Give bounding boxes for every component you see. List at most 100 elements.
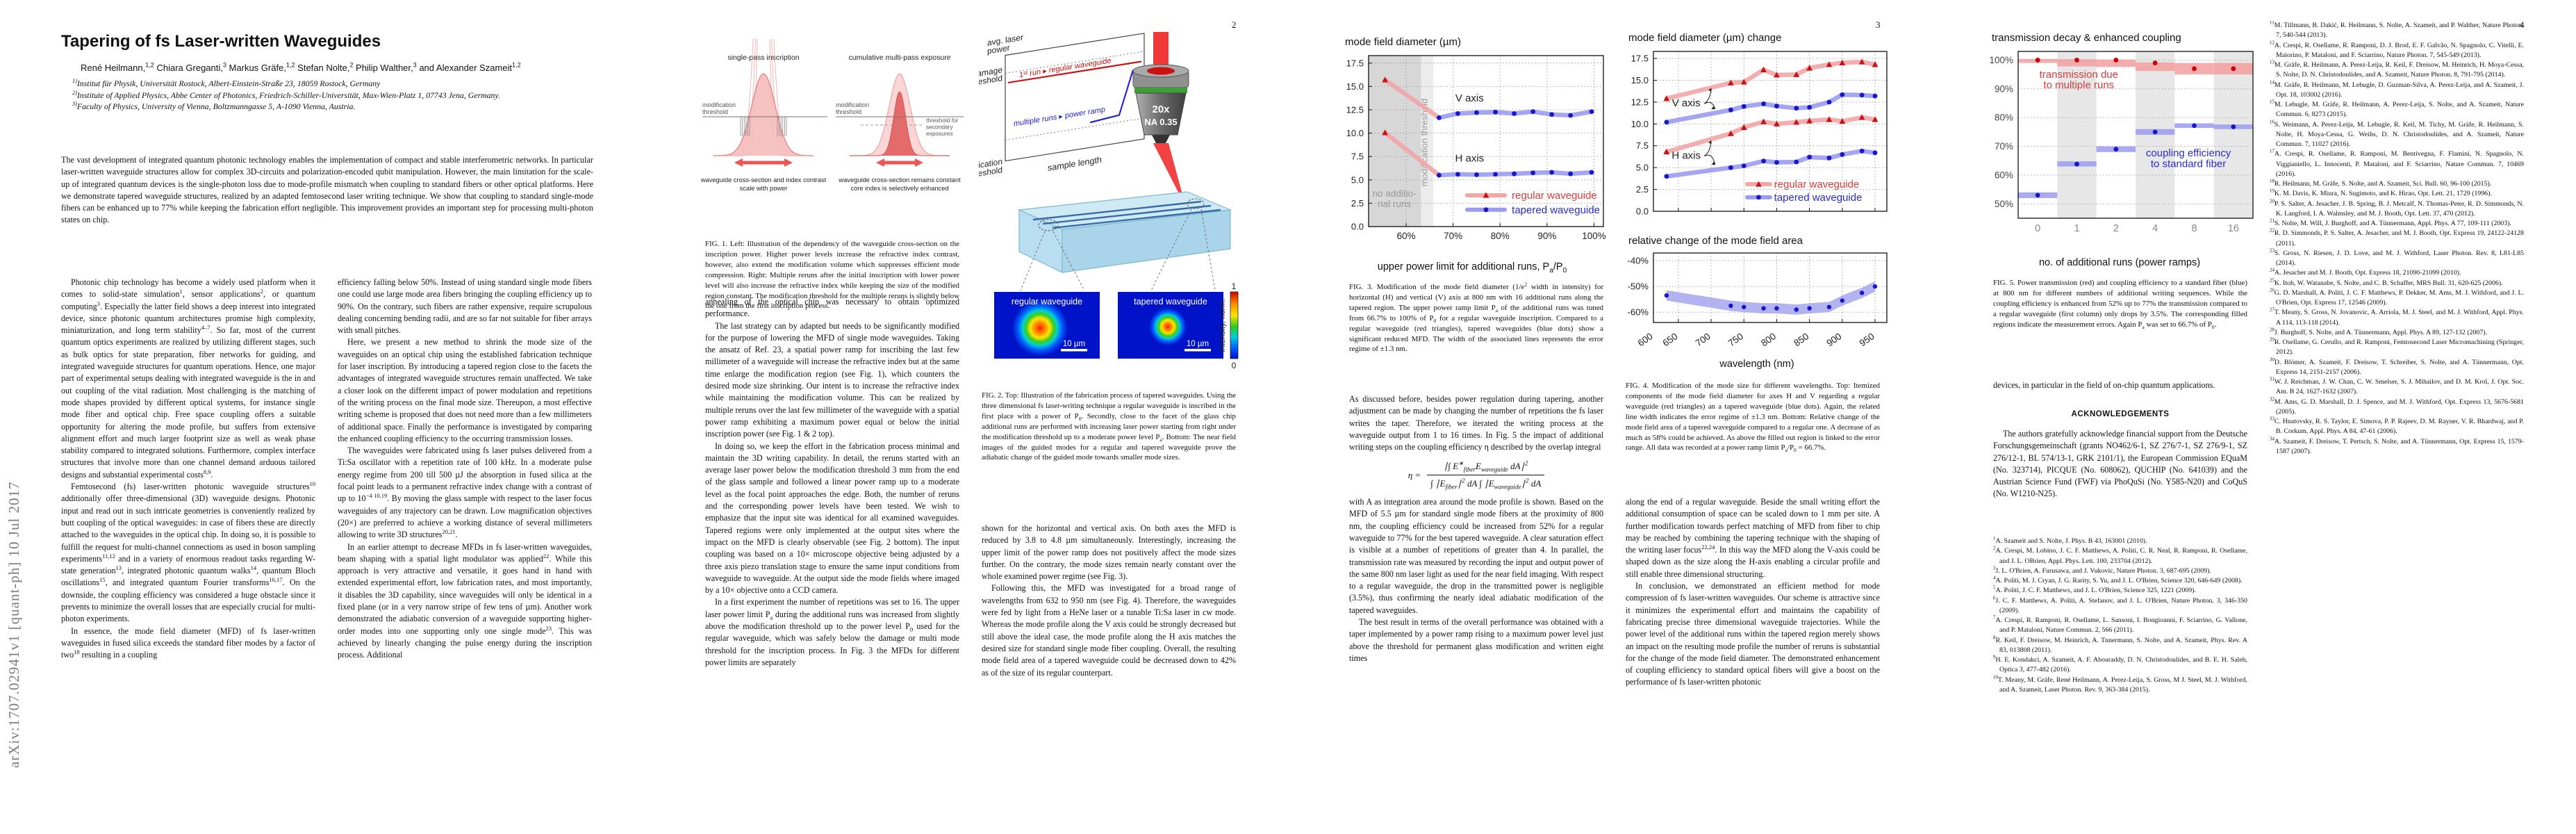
reference-item: 32M. Ams, G. D. Marshall, D. J. Spence, … <box>2270 397 2524 416</box>
reference-item: 18R. Heilmann, M. Gräfe, S. Nolte, and A… <box>2270 179 2492 188</box>
reference-item: 23S. Gross, N. Riesen, J. D. Love, and M… <box>2270 248 2524 267</box>
affiliation-3: 3)Faculty of Physics, University of Vien… <box>72 101 356 112</box>
svg-text:2: 2 <box>2113 223 2119 234</box>
svg-text:sample length: sample length <box>1048 155 1102 173</box>
svg-text:secondary: secondary <box>926 124 953 131</box>
figure-3: no additio-nal runs modification threshol… <box>1334 50 1609 262</box>
page4-column1-text: devices, in particular in the field of o… <box>1993 379 2247 391</box>
svg-text:20x: 20x <box>1152 104 1170 115</box>
paragraph: The best result in terms of the overall … <box>1349 617 1603 663</box>
reference-item: 4A. Politi, M. J. Cryan, J. G. Rarity, S… <box>1993 575 2243 584</box>
reference-item: 28J. Burghoff, S. Nolte, and A. Tünnerma… <box>2270 327 2488 336</box>
references-column2: 11M. Tillmann, B. Dakić, R. Heilmann, S.… <box>2270 21 2524 821</box>
svg-text:power: power <box>987 43 1010 56</box>
acknowledgements-text: The authors gratefully acknowledge finan… <box>1993 428 2247 500</box>
page-2: 2 single-pass inscription modification thr… <box>644 0 1288 834</box>
svg-text:V axis: V axis <box>1672 97 1701 109</box>
page3-column1: As discussed before, besides power regul… <box>1349 393 1603 820</box>
paragraph: Photonic chip technology has become a wi… <box>61 277 315 480</box>
arxiv-stamp: arXiv:1707.02941v1 [quant-ph] 10 Jul 201… <box>6 481 22 768</box>
paragraph: Femtosecond (fs) laser-written photonic … <box>61 480 315 624</box>
reference-item: 6J. C. F. Matthews, A. Politi, A. Stefan… <box>1993 596 2247 614</box>
page-4: 4 transmission decay & enhanced coupling… <box>1932 0 2576 834</box>
figure-5-title: transmission decay & enhanced coupling <box>1992 32 2181 44</box>
svg-text:800: 800 <box>1759 331 1778 348</box>
svg-text:950: 950 <box>1858 331 1876 348</box>
fig4b-plot: -40% -50% -60% 600 650 700 750 800 850 900 950 <box>1628 252 1888 348</box>
svg-text:700: 700 <box>1694 331 1712 348</box>
reference-item: 10T. Meany, M. Gräfe, René Heilmann, A. … <box>1993 675 2247 694</box>
fig4a-plot: V axis H axis regular waveguide tapered wav… <box>1631 51 1888 217</box>
svg-text:0.0: 0.0 <box>1351 222 1364 232</box>
page-1: arXiv:1707.02941v1 [quant-ph] 10 Jul 201… <box>0 0 644 834</box>
reference-item: 9H. E. Kondakci, A. Szameit, A. F. Abour… <box>1993 655 2247 674</box>
author-list: René Heilmann,1,2 Chiara Greganti,3 Mark… <box>81 61 521 73</box>
paragraph-group: with A as integration area around the mo… <box>1349 496 1603 664</box>
reference-item: 29R. Osellame, G. Cerullo, and R. Rampon… <box>2270 337 2524 357</box>
svg-text:regular waveguide: regular waveguide <box>1774 179 1860 190</box>
svg-text:2.5: 2.5 <box>1636 184 1649 195</box>
svg-text:80%: 80% <box>1995 113 2013 123</box>
paragraph: In doing so, we keep the effort in the f… <box>705 441 959 596</box>
reference-item: 12A. Crespi, R. Osellame, R. Ramponi, D.… <box>2270 40 2524 59</box>
page2-column2: shown for the horizontal and vertical ax… <box>982 523 1236 815</box>
svg-text:12.5: 12.5 <box>1631 97 1649 107</box>
reference-item: 13M. Gräfe, R. Heilmann, A. Perez-Leija,… <box>2270 60 2524 79</box>
svg-text:90%: 90% <box>1995 83 2013 94</box>
equation-exponent: 2 <box>1525 460 1528 468</box>
paragraph-group: As discussed before, besides power regul… <box>1349 393 1603 453</box>
reference-item: 3J. L. O'Brien, A. Furusawa, and J. Vuko… <box>1993 566 2211 575</box>
paragraph: Following this, the MFD was investigated… <box>982 583 1236 678</box>
reference-item: 5A. Politi, J. C. F. Matthews, and J. L.… <box>1993 585 2196 595</box>
paragraph: The last strategy can by adapted but nee… <box>705 320 959 439</box>
equation-coupling-efficiency: η = ∣∫ E∗fiberEwaveguide dA∣2 ∫ ∣Efiber∣… <box>1349 460 1603 490</box>
svg-text:10 µm: 10 µm <box>1187 340 1209 348</box>
reference-item: 19K. M. Davis, K. Miura, N. Sugimoto, an… <box>2270 188 2492 198</box>
page1-column2: efficiency falling below 50%. Instead of… <box>338 277 592 813</box>
page-number: 2 <box>1232 19 1237 30</box>
svg-text:17.5: 17.5 <box>1631 54 1649 64</box>
svg-text:threshold: threshold <box>836 108 861 115</box>
reference-item: 33C. Hnatovsky, R. S. Taylor, E. Simova,… <box>2270 416 2524 436</box>
reference-item: 2A. Crespi, M. Lobino, J. C. F. Matthews… <box>1993 546 2247 565</box>
paragraph: with A as integration area around the mo… <box>1349 497 1603 615</box>
svg-text:nal runs: nal runs <box>1378 199 1411 209</box>
acknowledgements-heading: ACKNOWLEDGEMENTS <box>2071 410 2170 418</box>
svg-text:intensity, norm.: intensity, norm. <box>1219 298 1227 352</box>
reference-item: 30D. Blömer, A. Szameit, F. Dreisow, T. … <box>2270 357 2524 376</box>
svg-text:H axis: H axis <box>1671 150 1701 162</box>
paragraph: annealing of the optical chip was necess… <box>705 297 959 319</box>
svg-text:750: 750 <box>1726 331 1745 348</box>
reference-item: 25K. Itoh, W. Watanabe, S. Nolte, and C.… <box>2270 278 2503 287</box>
reference-item: 27T. Meany, S. Gross, N. Jovanovic, A. A… <box>2270 307 2524 327</box>
svg-text:10.0: 10.0 <box>1346 128 1364 138</box>
reference-item: 21S. Nolte, M. Will, J. Burghoff, and A.… <box>2270 218 2511 227</box>
svg-text:coupling efficiency: coupling efficiency <box>2146 147 2231 159</box>
reference-item: 22R. D. Simmonds, P. S. Salter, A. Jesac… <box>2270 228 2524 247</box>
svg-text:2.5: 2.5 <box>1351 198 1364 208</box>
svg-text:850: 850 <box>1792 331 1810 348</box>
svg-text:100%: 100% <box>1582 231 1606 241</box>
svg-text:scale with power: scale with power <box>740 185 788 192</box>
svg-text:regular waveguide: regular waveguide <box>1512 190 1597 202</box>
svg-text:600: 600 <box>1636 331 1655 348</box>
svg-text:to multiple runs: to multiple runs <box>2043 79 2114 91</box>
svg-text:V axis: V axis <box>1455 92 1484 104</box>
svg-text:tapered waveguide: tapered waveguide <box>1774 192 1863 204</box>
svg-text:regular waveguide: regular waveguide <box>1012 297 1082 306</box>
reference-item: 34A. Szameit, F. Dreisow, T. Pertsch, S.… <box>2270 436 2524 455</box>
svg-text:10.0: 10.0 <box>1631 119 1649 129</box>
svg-text:H axis: H axis <box>1455 153 1484 165</box>
paragraph: along the end of a regular waveguide. Be… <box>1626 497 1880 579</box>
reference-item: 16S. Weimann, A. Perez-Leija, M. Lebugle… <box>2270 120 2524 148</box>
figure-3-caption: FIG. 3. Modification of the mode field d… <box>1349 281 1604 354</box>
paragraph: In an earlier attempt to decrease MFDs i… <box>338 541 592 660</box>
svg-text:threshold: threshold <box>702 108 728 115</box>
svg-text:core index is selectively enha: core index is selectively enhanced <box>850 185 948 192</box>
paragraph: devices, in particular in the field of o… <box>1993 380 2215 390</box>
figure-4-xlabel: wavelength (nm) <box>1719 359 1794 370</box>
reference-item: 14M. Gräfe, R. Heilmann, M. Lebugle, D. … <box>2270 80 2524 99</box>
svg-text:5.0: 5.0 <box>1351 174 1364 185</box>
